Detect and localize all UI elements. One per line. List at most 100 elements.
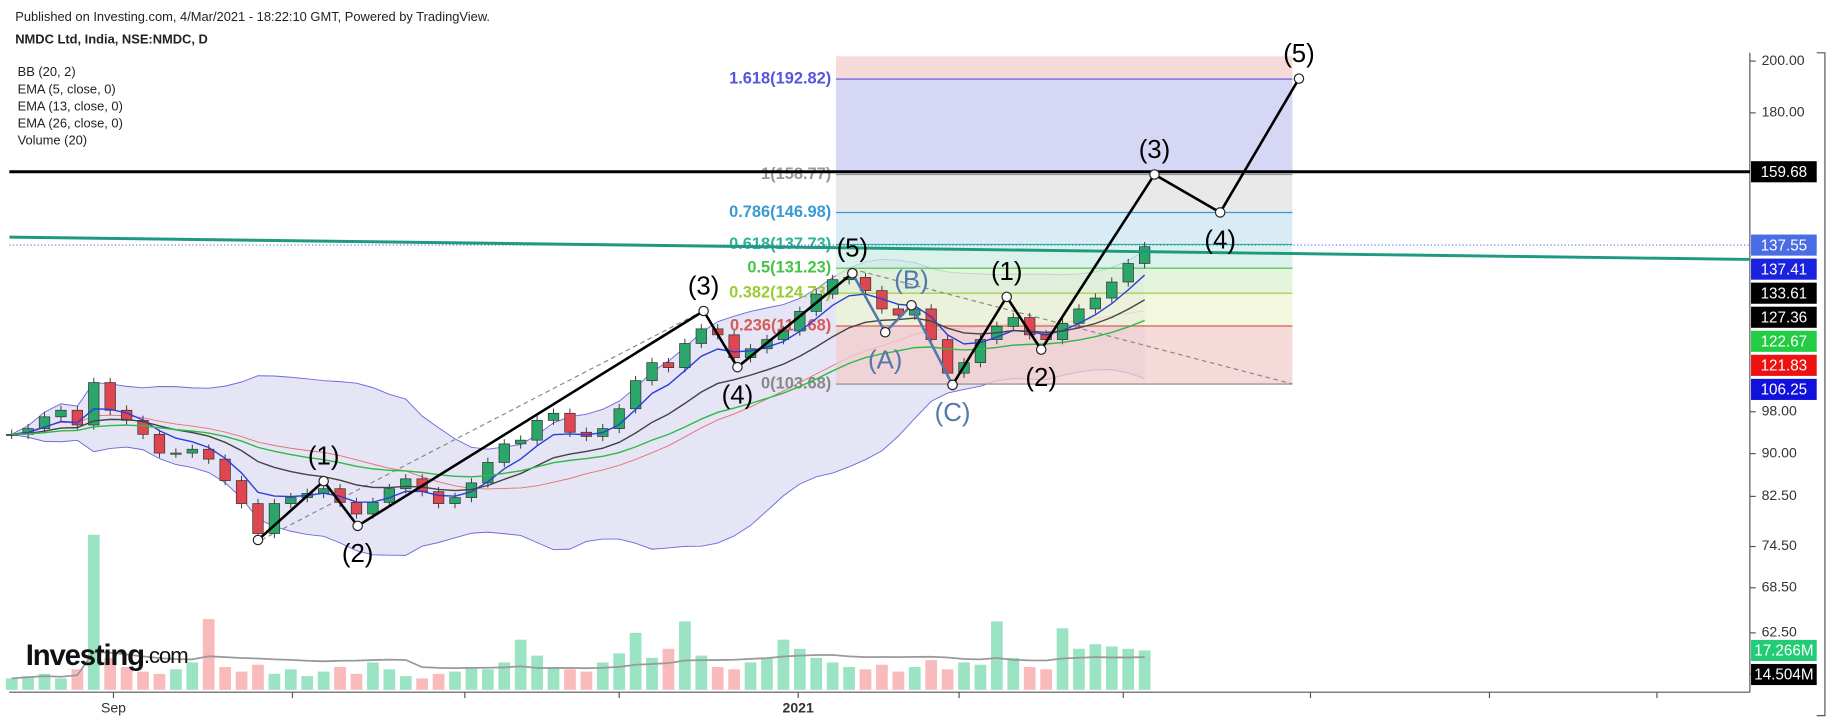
price-tag — [1751, 354, 1817, 376]
volume-bar — [383, 669, 396, 690]
candle — [482, 462, 494, 484]
volume-bar — [71, 669, 84, 690]
frame-bracket — [1816, 52, 1826, 717]
volume-bar — [432, 673, 445, 690]
wave-point — [1001, 291, 1012, 303]
volume-bar — [646, 657, 658, 690]
candle — [1122, 263, 1134, 283]
wave-label: (5) — [1283, 40, 1315, 68]
volume-bar — [958, 662, 970, 690]
volume-bar — [580, 671, 593, 690]
volume-bar — [925, 660, 938, 690]
volume-bar — [120, 667, 133, 690]
volume-bar — [761, 657, 773, 690]
indicator-label: BB (20, 2) — [18, 64, 76, 79]
y-tick-label: 74.50 — [1762, 537, 1797, 553]
volume-bar — [826, 662, 839, 690]
volume-bar — [1105, 646, 1118, 690]
fib-label: 0.5(131.23) — [747, 259, 831, 277]
volume-bar — [5, 678, 18, 690]
volume-bar — [367, 662, 379, 690]
wave-point — [318, 475, 329, 487]
y-tick-label: 98.00 — [1762, 402, 1797, 418]
candle — [646, 362, 658, 382]
price-tag — [1751, 161, 1817, 183]
dashed-line — [852, 268, 1293, 385]
volume-bar — [908, 667, 921, 690]
bollinger-lower — [11, 369, 1145, 556]
candle — [1106, 281, 1118, 299]
y-tick-label: 200.00 — [1762, 52, 1805, 68]
fib-zone — [835, 293, 1293, 326]
volume-bar — [876, 664, 888, 690]
wave-point — [352, 520, 363, 532]
candle — [186, 448, 198, 454]
ema-line — [11, 274, 1146, 503]
volume-average — [11, 650, 1145, 680]
price-tag — [1751, 378, 1817, 400]
price-tag-label: 121.83 — [1761, 358, 1808, 375]
candle — [695, 328, 707, 344]
volume-bar — [87, 534, 100, 690]
fib-label: 0(103.68) — [761, 374, 831, 392]
wave-label: (C) — [935, 399, 971, 427]
fib-zone — [835, 174, 1293, 213]
wave-point — [1214, 207, 1226, 218]
volume-bar — [202, 619, 215, 690]
wave-label: (2) — [1025, 364, 1057, 392]
volume-bar — [38, 673, 51, 690]
indicator-label: EMA (26, close, 0) — [18, 116, 123, 131]
wave-point — [698, 305, 709, 317]
volume-bar — [974, 664, 987, 690]
y-tick-label: 90.00 — [1762, 444, 1797, 460]
wave-path — [851, 272, 954, 386]
price-tag-label: 17.266M — [1754, 643, 1813, 660]
candle — [285, 497, 297, 504]
wave-point — [879, 326, 891, 338]
volume-bar — [235, 671, 248, 690]
volume-bar — [55, 678, 67, 690]
logo: Investing.com — [26, 639, 188, 672]
wave-label: (4) — [1204, 227, 1236, 255]
indicator-label: EMA (5, close, 0) — [18, 81, 116, 96]
wave-path — [257, 272, 854, 541]
price-tag — [1751, 639, 1817, 662]
volume-bar — [104, 657, 117, 690]
candle — [925, 308, 937, 340]
x-tick-label: Sep — [101, 699, 126, 715]
volume-bar — [892, 671, 905, 690]
fib-label: 0.382(124.73) — [729, 284, 831, 302]
volume-bar — [531, 655, 543, 690]
candle — [876, 290, 888, 310]
candle — [547, 412, 560, 421]
volume-bar — [498, 662, 511, 690]
candle — [564, 412, 576, 433]
y-tick-label: 180.00 — [1762, 104, 1805, 120]
volume-bar — [941, 669, 954, 690]
price-tag-label: 137.55 — [1761, 237, 1808, 254]
wave-label: (A) — [868, 346, 902, 374]
volume-bar — [334, 667, 346, 690]
fib-label: 1.618(192.82) — [729, 69, 831, 87]
volume-bar — [301, 676, 314, 690]
volume-bar — [350, 673, 363, 690]
volume-bar — [1089, 644, 1102, 690]
candle — [252, 503, 264, 534]
wave-path — [951, 77, 1301, 386]
fib-zone — [835, 56, 1293, 80]
candle — [679, 343, 691, 368]
candle — [38, 416, 51, 429]
volume-bar — [679, 621, 691, 690]
wave-label: (5) — [837, 235, 869, 263]
volume-bar — [449, 671, 461, 690]
volume-bar — [564, 669, 576, 690]
price-tag — [1751, 234, 1817, 256]
volume-bar — [711, 667, 724, 690]
candle — [55, 409, 67, 418]
ema-line — [11, 299, 1145, 492]
candle — [153, 433, 166, 454]
fib-label: 0.786(146.98) — [729, 203, 831, 221]
volume-bar — [843, 667, 855, 690]
volume-bar — [284, 669, 297, 690]
